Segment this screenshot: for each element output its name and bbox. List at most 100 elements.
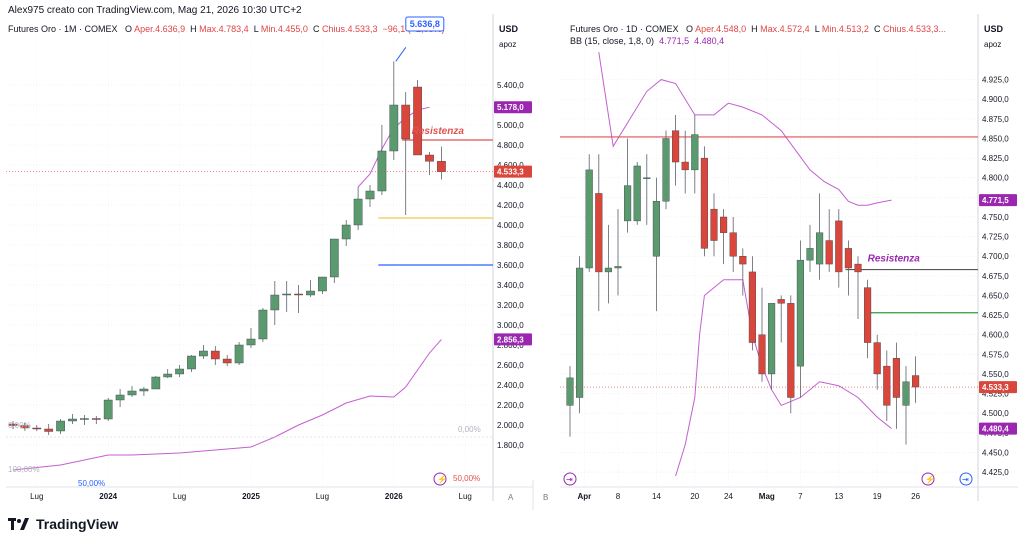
left-candle [258,308,268,342]
left-legend-symbol: Futures Oro · 1M · COMEX [8,24,118,34]
left-ytick-label: 2.000,0 [497,421,524,430]
left-candle [270,281,280,325]
right-legend-o-label: O [686,24,694,34]
left-flash-icon [433,472,447,486]
right-chart: 4.425,04.450,04.475,04.500,04.525,04.550… [560,14,1018,501]
left-ytick-label: 3.200,0 [497,301,524,310]
right-candle [883,350,891,422]
right-ytick-label: 4.875,0 [982,115,1009,124]
right-ytick-label: 4.925,0 [982,76,1009,85]
right-scale-mode: apoz [984,40,1001,49]
left-candle-body [163,373,173,378]
right-ytick-label: 4.625,0 [982,311,1009,320]
left-xtick-label: 2026 [385,492,403,501]
left-candle-body [425,154,434,162]
left-ytick-label: 4.600,0 [497,161,524,170]
right-candle [796,240,804,398]
left-candle [163,369,173,378]
right-candle [700,146,708,257]
right-scroll-right-glyph: ⇥ [962,475,969,484]
right-candle [892,342,900,429]
right-candle [835,209,843,288]
right-ytick-label: 4.675,0 [982,272,1009,281]
right-price-badge-bg [979,381,1017,394]
right-xtick-label: Apr [578,492,592,501]
right-ytick-label: 4.750,0 [982,213,1009,222]
right-flash-glyph: ⚡ [925,474,935,484]
right-ytick-label: 4.450,0 [982,448,1009,457]
left-candle [68,414,77,424]
right-candle [672,114,680,186]
right-candle [681,130,689,194]
right-candle-body [854,263,862,273]
left-pct-0-right: 0,00% [458,425,481,434]
right-ytick-label: 4.500,0 [982,409,1009,418]
right-candle [652,177,660,312]
left-flash-glyph: ⚡ [437,474,447,484]
left-candle [306,280,315,297]
left-candle [199,345,208,359]
right-candle [912,356,920,403]
right-ytick-label: 4.900,0 [982,95,1009,104]
right-candle-body [662,138,670,202]
left-legend-l-label: L [253,24,259,34]
right-xtick-label: 7 [798,492,803,501]
left-candle-body [401,104,411,140]
left-candle [353,187,363,230]
right-candle-body [700,157,708,249]
right-bb-value-upper: 4.771,5 [659,36,690,46]
right-candle [854,256,862,320]
right-candle-body [566,377,574,406]
right-candle-body [633,165,641,222]
left-xtick-label: 2024 [99,492,117,501]
right-candle [777,295,785,343]
right-ytick-label: 4.425,0 [982,468,1009,477]
left-candle-body [8,423,18,426]
right-candle [595,154,603,312]
left-candle-body [282,293,292,296]
right-candle-body [681,161,689,171]
right-candle-body [844,248,852,269]
right-candle-body [576,267,584,398]
right-candle-body [710,208,718,241]
right-candle-body [768,303,776,375]
left-price-badge: 4.533,3 [497,168,524,177]
right-bb-upper-badge-bg [979,194,1017,207]
left-candle-body [44,428,54,432]
brand-name: TradingView [36,516,119,532]
right-bb-upper-line [598,52,892,206]
right-legend-l-label: L [814,24,820,34]
left-candle [8,421,18,429]
right-ytick-label: 4.600,0 [982,331,1009,340]
right-ytick-label: 4.575,0 [982,350,1009,359]
left-candle [32,425,42,431]
right-candle [902,366,910,445]
left-candle-body [413,86,422,156]
left-candle [222,355,232,366]
left-ytick-label: 3.000,0 [497,321,524,330]
right-ytick-label: 4.525,0 [982,390,1009,399]
left-price-badge-bg [494,165,532,178]
right-legend-high: Max.4.572,4 [760,24,810,34]
right-legend-open: Aper.4.548,0 [695,24,747,34]
left-chart: 1.800,0 2.000,0 2.200,0 2.400,0 2.600,0 2.800… [6,14,533,502]
right-candle [604,224,612,304]
left-candle [246,328,256,348]
left-candle [437,146,446,180]
right-candle [643,154,651,225]
left-bb-lower-badge-bg [494,333,532,346]
left-candle-body [222,358,232,364]
right-bb-lower-badge-bg [979,422,1017,435]
left-xtick-label: Lug [316,492,329,501]
right-flash-icon [921,472,935,486]
right-candle [873,334,881,390]
right-candle-body [873,342,881,375]
left-candle [44,424,54,435]
left-candle [210,346,220,365]
right-ytick-label: 4.550,0 [982,370,1009,379]
right-candle-body [604,267,612,273]
left-candle-body [353,198,363,226]
right-candle-body [595,193,603,273]
right-ytick-label: 4.700,0 [982,252,1009,261]
right-ytick-label: 4.825,0 [982,154,1009,163]
